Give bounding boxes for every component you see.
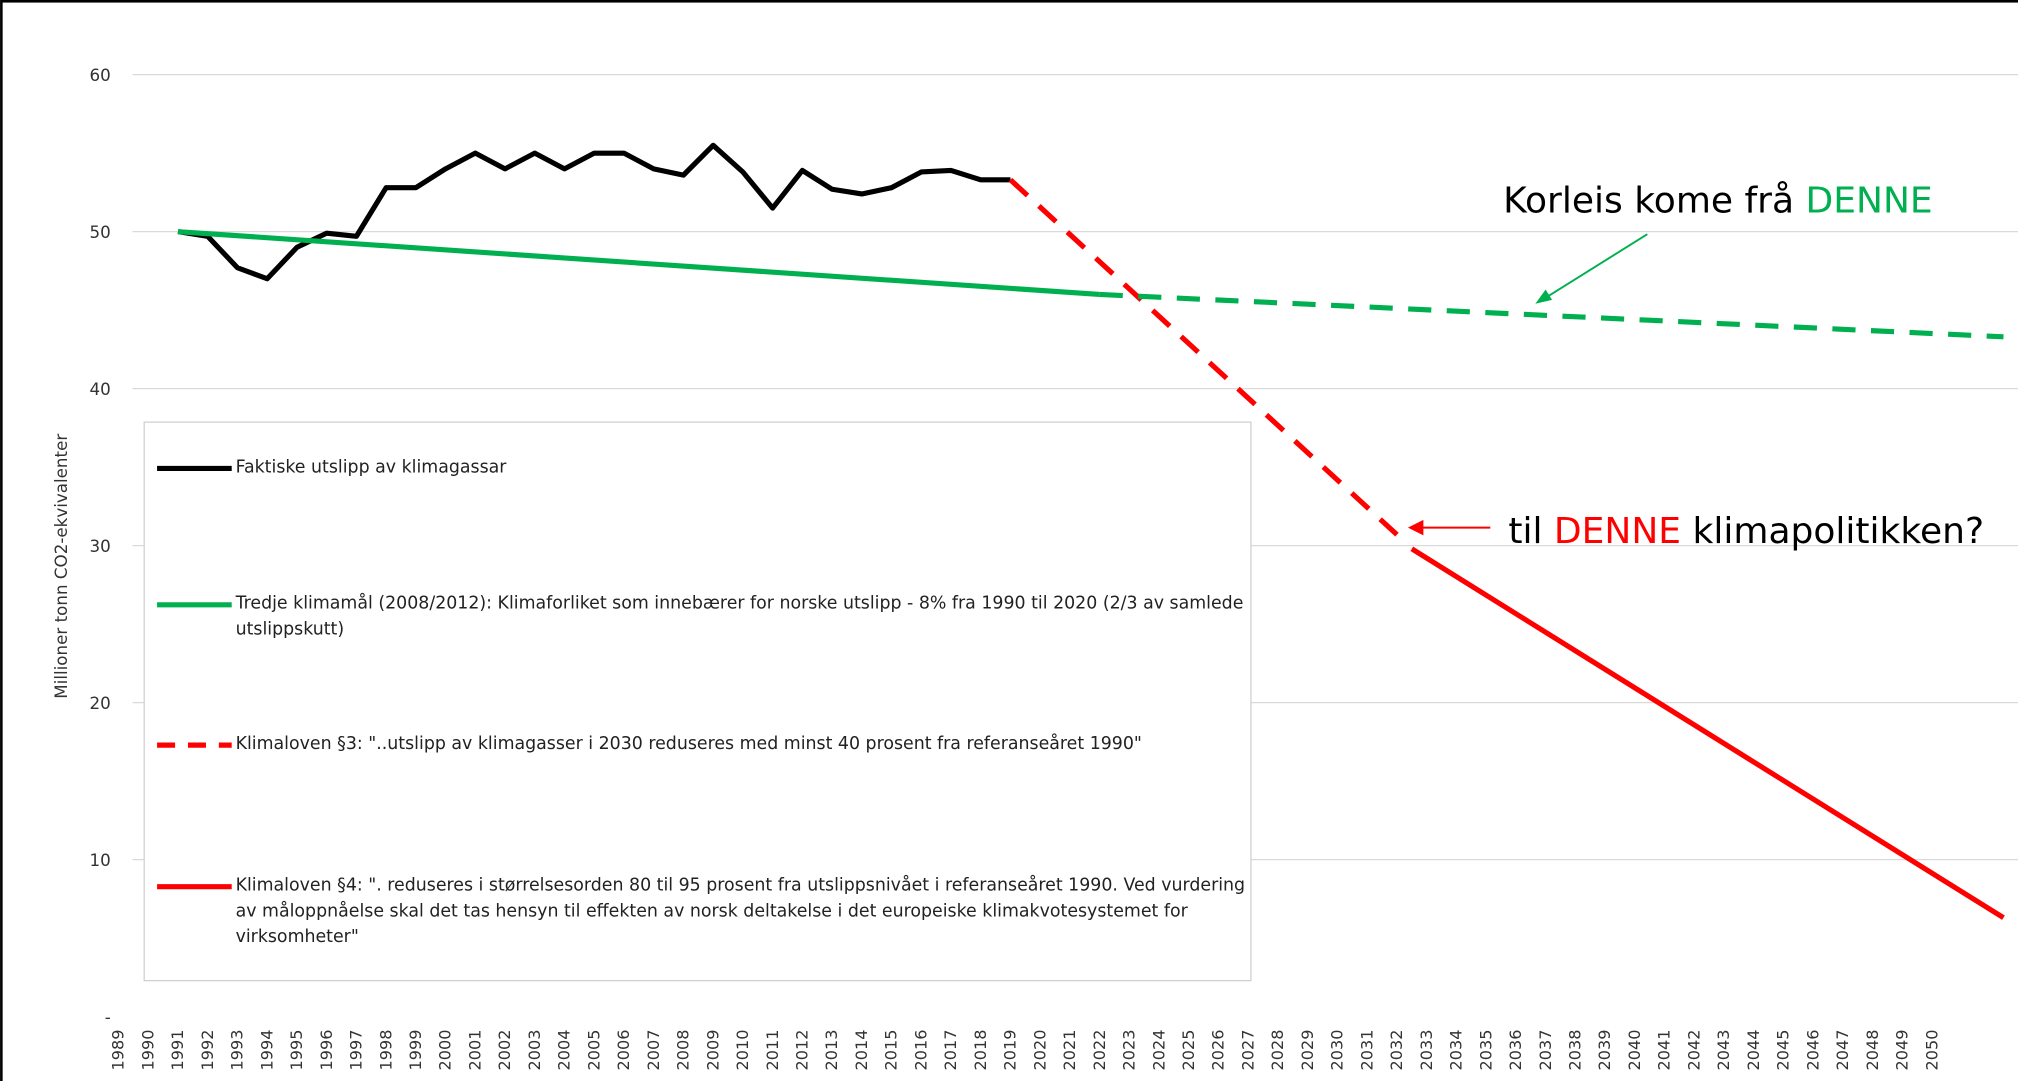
x-tick-label: 2012 <box>792 1030 811 1071</box>
x-tick-label: 2047 <box>1833 1030 1852 1071</box>
x-tick-label: 2002 <box>495 1030 514 1071</box>
y-tick-label: 60 <box>89 65 110 85</box>
x-tick-label: 2014 <box>852 1030 871 1071</box>
x-tick-label: 2031 <box>1357 1030 1376 1071</box>
x-tick-label: 2019 <box>1001 1030 1020 1071</box>
arrow-head <box>1407 519 1424 536</box>
legend-entry: Klimaloven §3: "..utslipp av klimagasser… <box>235 733 1142 755</box>
x-tick-label: 2020 <box>1030 1030 1049 1071</box>
x-tick-label: 2018 <box>971 1030 990 1071</box>
x-tick-label: 2027 <box>1238 1030 1257 1071</box>
y-tick-label: 10 <box>89 850 110 870</box>
series-line <box>1410 546 2005 920</box>
legend-entry: Tredje klimamål (2008/2012): Klimaforlik… <box>235 593 1244 640</box>
x-tick-label: 2001 <box>465 1030 484 1071</box>
x-tick-label: 2007 <box>644 1030 663 1071</box>
series-line <box>1008 177 1399 537</box>
annotation: Korleis kome frå DENNE <box>1503 180 1933 221</box>
legend-label: Klimaloven §4: ". reduseres i størrelses… <box>235 875 1246 948</box>
annotation-highlight: DENNE <box>1806 180 1933 221</box>
x-tick-label: 2026 <box>1209 1030 1228 1071</box>
x-tick-label: 2006 <box>614 1030 633 1071</box>
x-tick-label: 2040 <box>1625 1030 1644 1071</box>
x-tick-label: 2004 <box>555 1030 574 1071</box>
x-tick-label: 1993 <box>228 1030 247 1071</box>
annotation-highlight: DENNE <box>1554 511 1681 552</box>
legend-entry: Faktiske utslipp av klimagassar <box>235 456 507 478</box>
x-tick-label: 2011 <box>763 1030 782 1071</box>
x-tick-label: 2036 <box>1506 1030 1525 1071</box>
x-tick-label: 2000 <box>436 1030 455 1071</box>
x-tick-label: 2022 <box>1090 1030 1109 1071</box>
x-tick-label: 2008 <box>674 1030 693 1071</box>
x-tick-label: 2030 <box>1328 1030 1347 1071</box>
series-line <box>177 142 1011 282</box>
x-tick-label: 1995 <box>287 1030 306 1071</box>
annotation-arrow <box>1543 233 1648 300</box>
series-line <box>177 229 1100 298</box>
x-tick-label: 1989 <box>109 1030 128 1071</box>
legend-entry: Klimaloven §4: ". reduseres i størrelses… <box>235 875 1246 948</box>
x-tick-label: 1991 <box>168 1030 187 1071</box>
annotation-text: klimapolitikken? <box>1681 511 1984 552</box>
x-tick-label: 1996 <box>317 1030 336 1071</box>
x-tick-label: 2015 <box>882 1030 901 1071</box>
x-tick-label: 2049 <box>1893 1030 1912 1071</box>
annotation-text: Korleis kome frå <box>1503 180 1805 221</box>
x-tick-label: 2024 <box>1149 1030 1168 1071</box>
x-tick-label: 1994 <box>257 1030 276 1071</box>
legend-label: Tredje klimamål (2008/2012): Klimaforlik… <box>235 593 1244 640</box>
y-tick-label: 30 <box>89 536 110 556</box>
x-tick-label: 2016 <box>911 1030 930 1071</box>
annotation-text: til <box>1508 511 1554 552</box>
annotation: til DENNE klimapolitikken? <box>1508 511 1984 552</box>
x-tick-label: 2039 <box>1595 1030 1614 1071</box>
x-tick-label: 2050 <box>1922 1030 1941 1071</box>
legend-label: Faktiske utslipp av klimagassar <box>235 456 507 478</box>
x-tick-label: 1998 <box>376 1030 395 1071</box>
x-tick-label: 2028 <box>1268 1030 1287 1071</box>
y-tick-label: - <box>105 1007 111 1027</box>
x-tick-label: 1990 <box>138 1030 157 1071</box>
x-tick-label: 2003 <box>525 1030 544 1071</box>
x-tick-label: 2037 <box>1536 1030 1555 1071</box>
x-tick-label: 2032 <box>1387 1030 1406 1071</box>
x-tick-label: 2017 <box>941 1030 960 1071</box>
y-tick-label: 40 <box>89 379 110 399</box>
series-line <box>1099 291 2004 340</box>
x-tick-label: 1997 <box>347 1030 366 1071</box>
x-tick-label: 2029 <box>1298 1030 1317 1071</box>
x-tick-label: 1999 <box>406 1030 425 1071</box>
x-tick-label: 2033 <box>1417 1030 1436 1071</box>
x-tick-label: 2044 <box>1744 1030 1763 1071</box>
x-tick-label: 2043 <box>1714 1030 1733 1071</box>
x-tick-label: 1992 <box>198 1030 217 1071</box>
legend-box <box>143 421 1252 982</box>
x-tick-label: 2035 <box>1476 1030 1495 1071</box>
x-tick-label: 2046 <box>1803 1030 1822 1071</box>
y-tick-label: 20 <box>89 693 110 713</box>
x-tick-label: 2041 <box>1655 1030 1674 1071</box>
x-tick-label: 2009 <box>703 1030 722 1071</box>
x-tick-label: 2034 <box>1447 1030 1466 1071</box>
x-tick-label: 2038 <box>1565 1030 1584 1071</box>
y-tick-label: 50 <box>89 222 110 242</box>
x-tick-label: 2021 <box>1060 1030 1079 1071</box>
x-tick-label: 2048 <box>1863 1030 1882 1071</box>
x-tick-label: 2025 <box>1179 1030 1198 1071</box>
x-tick-label: 2013 <box>822 1030 841 1071</box>
x-tick-label: 2042 <box>1684 1030 1703 1071</box>
x-tick-label: 2010 <box>733 1030 752 1071</box>
y-axis-label: Millioner tonn CO2-ekvivalenter <box>51 434 71 699</box>
x-tick-label: 2023 <box>1120 1030 1139 1071</box>
legend-label: Klimaloven §3: "..utslipp av klimagasser… <box>235 733 1142 755</box>
x-tick-label: 2005 <box>584 1030 603 1071</box>
x-tick-label: 2045 <box>1774 1030 1793 1071</box>
arrow-head <box>1535 289 1553 304</box>
